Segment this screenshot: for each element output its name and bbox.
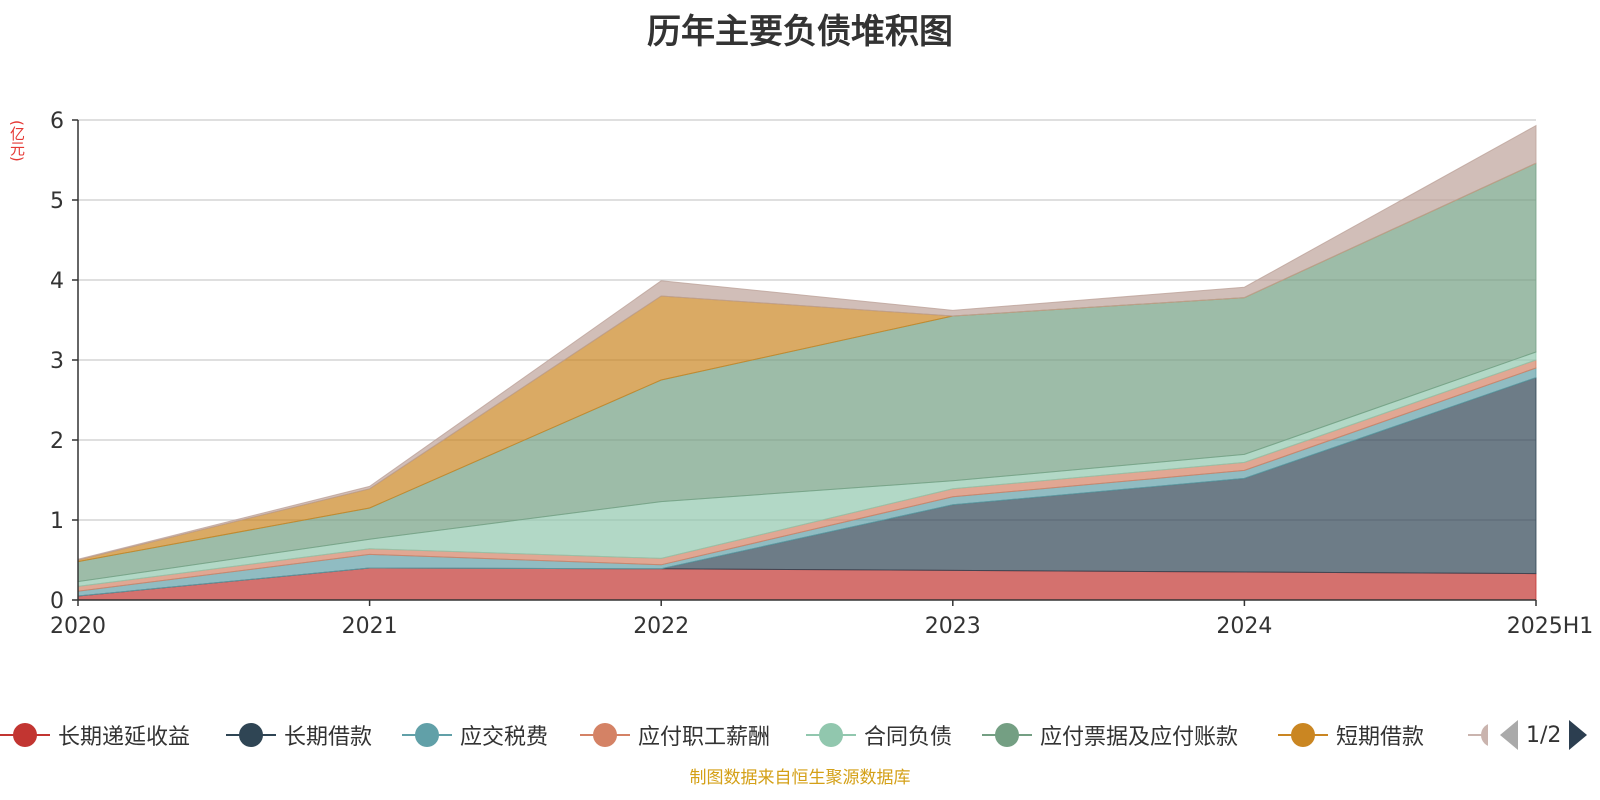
y-tick-label: 0 <box>50 589 64 614</box>
legend-label: 长期递延收益 <box>58 725 191 750</box>
legend-item[interactable]: 应付票据及应付账款 <box>982 718 1238 752</box>
legend-page-indicator: 1/2 <box>1526 722 1562 748</box>
x-tick-label: 2024 <box>1216 614 1272 639</box>
legend-pager: 1/2 <box>1500 718 1588 752</box>
legend-label: 应付职工薪酬 <box>638 725 771 750</box>
legend-prev-page-icon[interactable] <box>1500 720 1518 750</box>
y-tick-label: 1 <box>50 509 64 534</box>
y-tick-label: 2 <box>50 429 64 454</box>
legend-marker-icon <box>982 718 1032 752</box>
legend-item[interactable]: 合同负债 <box>806 718 952 752</box>
legend-marker-icon <box>1278 718 1328 752</box>
legend-marker-icon <box>226 718 276 752</box>
chart-title: 历年主要负债堆积图 <box>647 12 953 52</box>
data-source-note: 制图数据来自恒生聚源数据库 <box>689 768 911 788</box>
legend-item[interactable] <box>1468 718 1488 752</box>
y-tick-label: 5 <box>50 189 64 214</box>
legend-item[interactable]: 短期借款 <box>1278 718 1424 752</box>
x-tick-label: 2022 <box>633 614 689 639</box>
legend-label: 长期借款 <box>284 725 373 750</box>
legend-label: 应付票据及应付账款 <box>1040 725 1239 750</box>
legend-marker-icon <box>0 718 50 752</box>
area-series-8 <box>77 124 1537 561</box>
y-tick-label: 3 <box>50 349 64 374</box>
x-tick-label: 2021 <box>342 614 398 639</box>
area-series-group <box>77 124 1537 601</box>
legend-marker-icon <box>1468 718 1488 752</box>
legend-item[interactable]: 应付职工薪酬 <box>580 718 770 752</box>
legend-label: 短期借款 <box>1336 725 1425 750</box>
y-axis-unit-label: (亿元) <box>8 120 26 162</box>
legend-item[interactable]: 长期借款 <box>226 718 372 752</box>
chart-legend: 长期递延收益 长期借款 应交税费 应付职工薪酬 合同负债 应付票据及应付账款 短期借款 <box>0 718 1600 752</box>
x-tick-label: 2023 <box>925 614 981 639</box>
x-tick-label: 2025H1 <box>1507 614 1594 639</box>
legend-label: 应交税费 <box>460 725 549 750</box>
x-tick-label: 2020 <box>50 614 106 639</box>
legend-marker-icon <box>402 718 452 752</box>
legend-next-page-icon[interactable] <box>1569 720 1588 750</box>
legend-item[interactable]: 应交税费 <box>402 718 548 752</box>
legend-item[interactable]: 长期递延收益 <box>0 718 190 752</box>
y-tick-label: 4 <box>50 269 64 294</box>
legend-marker-icon <box>806 718 856 752</box>
y-tick-label: 6 <box>50 109 64 134</box>
axes: 0 1 2 3 4 5 6 2020 2021 2022 2023 2024 2025H1 <box>50 109 1593 639</box>
legend-marker-icon <box>580 718 630 752</box>
legend-label: 合同负债 <box>864 725 953 750</box>
